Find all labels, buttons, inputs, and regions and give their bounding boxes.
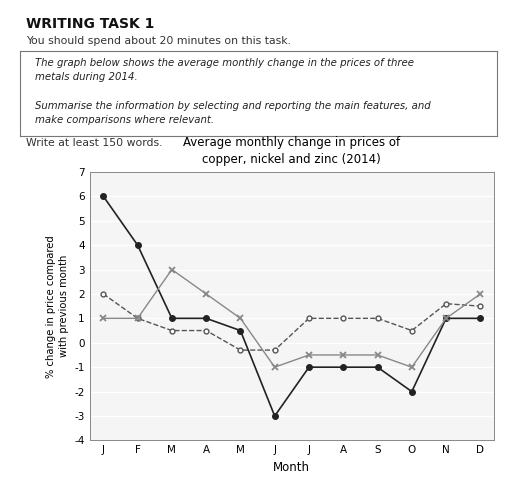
Text: WRITING TASK 1: WRITING TASK 1 <box>26 17 154 31</box>
X-axis label: Month: Month <box>273 461 310 474</box>
Text: Write at least 150 words.: Write at least 150 words. <box>26 138 162 148</box>
Y-axis label: % change in price compared
with previous month: % change in price compared with previous… <box>46 235 69 378</box>
Text: You should spend about 20 minutes on this task.: You should spend about 20 minutes on thi… <box>26 36 291 46</box>
Text: The graph below shows the average monthly change in the prices of three
metals d: The graph below shows the average monthl… <box>35 58 431 125</box>
Title: Average monthly change in prices of
copper, nickel and zinc (2014): Average monthly change in prices of copp… <box>183 136 400 166</box>
